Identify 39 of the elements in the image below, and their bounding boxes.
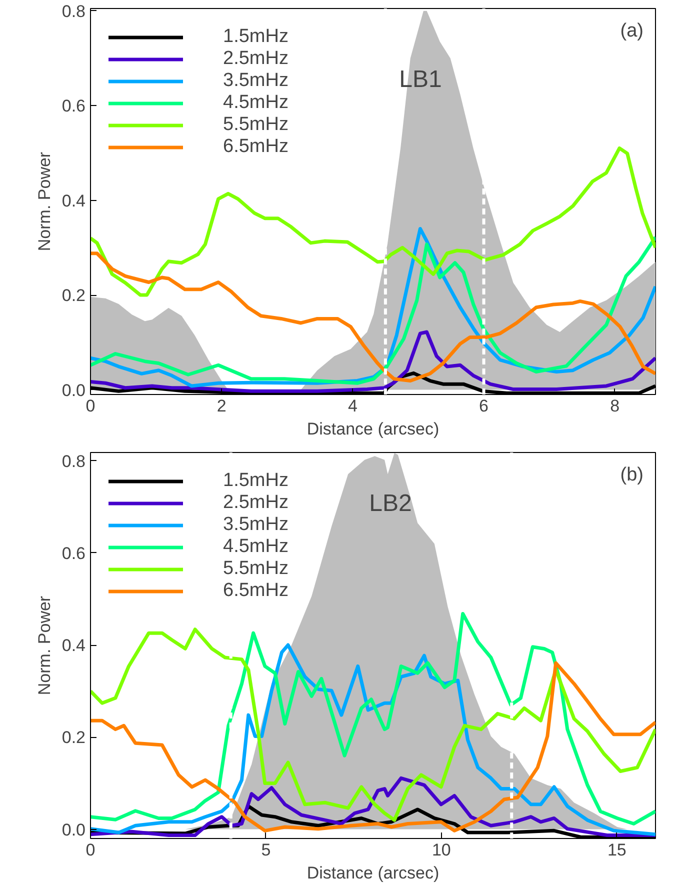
legend-label: 2.5mHz <box>223 48 288 70</box>
y-tick-label: 0.4 <box>62 191 86 210</box>
x-tick-label: 15 <box>607 840 626 860</box>
legend-label: 5.5mHz <box>223 558 288 580</box>
legend-label: 4.5mHz <box>223 92 288 114</box>
y-tick-label: 0.4 <box>62 636 86 656</box>
x-tick-label: 6 <box>479 396 489 416</box>
legend-label: 6.5mHz <box>223 136 288 158</box>
y-tick-label: 0.2 <box>62 728 86 748</box>
annotation: LB2 <box>369 490 412 517</box>
y-tick-label: 0.8 <box>62 452 86 471</box>
x-axis-title: Distance (arcsec) <box>306 864 440 882</box>
legend-label: 5.5mHz <box>223 114 288 136</box>
y-tick-label: 0.2 <box>62 286 86 306</box>
x-tick-label: 2 <box>216 396 226 416</box>
y-tick-label: 0.0 <box>62 820 86 840</box>
legend-label: 2.5mHz <box>223 492 288 514</box>
x-tick-label: 0 <box>86 840 96 860</box>
y-tick-label: 0.8 <box>62 2 86 21</box>
x-tick-label: 0 <box>86 396 96 416</box>
y-axis-title: Norm. Power <box>34 152 54 252</box>
x-tick-label: 10 <box>432 840 451 860</box>
legend-label: 3.5mHz <box>223 70 288 92</box>
y-tick-label: 0.6 <box>62 96 86 116</box>
annotation: (b) <box>620 464 644 486</box>
x-tick-label: 8 <box>610 396 620 416</box>
legend-label: 3.5mHz <box>223 514 288 536</box>
legend-label: 6.5mHz <box>223 580 288 602</box>
annotation: (a) <box>620 20 644 42</box>
y-tick-label: 0.6 <box>62 544 86 563</box>
legend-label: 1.5mHz <box>223 26 288 48</box>
x-axis-title: Distance (arcsec) <box>306 420 440 438</box>
legend-label: 1.5mHz <box>223 470 288 492</box>
y-tick-label: 0.0 <box>62 380 86 400</box>
x-tick-label: 4 <box>348 396 358 416</box>
x-tick-label: 5 <box>261 840 271 860</box>
annotation: LB1 <box>399 66 442 93</box>
y-axis-title: Norm. Power <box>34 596 54 696</box>
legend-label: 4.5mHz <box>223 536 288 558</box>
